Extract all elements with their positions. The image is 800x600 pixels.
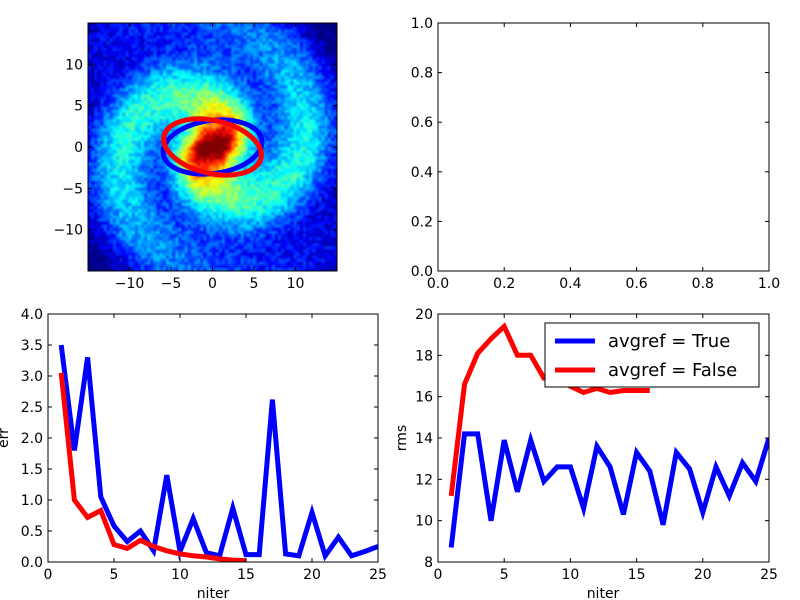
rms-xtick-label: 20 [694,567,712,583]
legend-label-true: avgref = True [608,331,730,352]
heatmap-y-ticks: −10 −5 0 5 10 [53,57,337,239]
heatmap-xtick-label: 5 [250,276,259,292]
heatmap-ytick-label: 10 [65,57,83,73]
legend-label-false: avgref = False [608,360,737,381]
legend-box [544,322,760,388]
rms-ytick-label: 20 [415,307,433,323]
rms-xtick-label: 5 [500,567,509,583]
empty-xtick-label: 0.8 [692,276,714,292]
legend: avgref = True avgref = False [544,322,760,388]
heatmap-ytick-label: −10 [53,223,83,239]
err-xtick-label: 10 [171,567,189,583]
rms-series-true-line [448,431,769,548]
empty-x-ticks: 0.0 0.2 0.4 0.6 0.8 1.0 [427,23,780,292]
empty-xtick-label: 0.2 [493,276,515,292]
rms-ytick-label: 14 [415,431,433,447]
err-ytick-label: 3.5 [21,338,43,354]
rms-x-ticks: 0 5 10 15 20 25 [434,314,778,583]
rms-xtick-label: 10 [561,567,579,583]
rms-xtick-label: 25 [760,567,778,583]
heatmap-x-ticks: −10 −5 0 5 10 [115,23,305,292]
err-ytick-label: 2.5 [21,400,43,416]
rms-xlabel: niter [587,586,620,600]
err-y-ticks: 0.0 0.5 1.0 1.5 2.0 2.5 3.0 3.5 4.0 [21,307,378,571]
err-ytick-label: 2.0 [21,431,43,447]
err-series [58,344,378,562]
empty-y-ticks: 0.0 0.2 0.4 0.6 0.8 1.0 [411,16,769,280]
rms-xtick-label: 15 [628,567,646,583]
err-xtick-label: 0 [44,567,53,583]
empty-xtick-label: 0.4 [559,276,581,292]
err-ytick-label: 4.0 [21,307,43,323]
err-ytick-label: 1.0 [21,493,43,509]
heatmap-ytick-label: 5 [74,99,83,115]
empty-xtick-label: 0.0 [427,276,449,292]
empty-ytick-label: 0.2 [411,214,433,230]
rms-ytick-label: 10 [415,514,433,530]
empty-ytick-label: 0.0 [411,264,433,280]
empty-ytick-label: 1.0 [411,16,433,32]
heatmap-image [88,23,337,271]
err-ytick-label: 0.0 [21,555,43,571]
rms-ytick-label: 8 [424,555,433,571]
err-xtick-label: 20 [303,567,321,583]
rms-panel: 0 5 10 15 20 25 8 10 12 14 16 18 20 niter rms avgre… [394,307,778,600]
heatmap-xtick-label: 10 [287,276,305,292]
empty-ytick-label: 0.8 [411,66,433,82]
err-ytick-label: 0.5 [21,524,43,540]
rms-ylabel: rms [394,425,410,451]
err-xtick-label: 5 [110,567,119,583]
rms-y-ticks: 8 10 12 14 16 18 20 [415,307,769,571]
err-ylabel: err [0,428,12,448]
heatmap-xtick-label: −10 [115,276,145,292]
rms-ytick-label: 12 [415,472,433,488]
err-xtick-label: 15 [237,567,255,583]
heatmap-ytick-label: 0 [74,140,83,156]
err-panel: 0 5 10 15 20 25 0.0 0.5 1.0 1.5 2.0 2.5 3.0 3.5 4.0 n… [0,307,387,600]
empty-frame [437,22,770,272]
rms-xtick-label: 0 [434,567,443,583]
empty-panel: 0.0 0.2 0.4 0.6 0.8 1.0 0.0 0.2 0.4 0.6 0.8 1.0 [411,16,780,292]
err-series-false-line [58,372,247,562]
rms-ytick-label: 18 [415,348,433,364]
err-x-ticks: 0 5 10 15 20 25 [44,314,387,583]
red-ellipse [161,116,264,178]
empty-xtick-label: 0.6 [625,276,647,292]
err-xlabel: niter [197,586,230,600]
err-xtick-label: 25 [369,567,387,583]
err-ytick-label: 1.5 [21,462,43,478]
err-ytick-label: 3.0 [21,369,43,385]
heatmap-panel: −10 −5 0 5 10 −10 −5 0 5 10 [53,22,338,292]
heatmap-xtick-label: −5 [161,276,182,292]
rms-ytick-label: 16 [415,390,433,406]
ellipse-overlays [160,116,265,178]
empty-ytick-label: 0.6 [411,115,433,131]
heatmap-xtick-label: 0 [208,276,217,292]
empty-ytick-label: 0.4 [411,165,433,181]
heatmap-ytick-label: −5 [62,181,83,197]
empty-xtick-label: 1.0 [758,276,780,292]
err-series-true-line [58,344,378,562]
